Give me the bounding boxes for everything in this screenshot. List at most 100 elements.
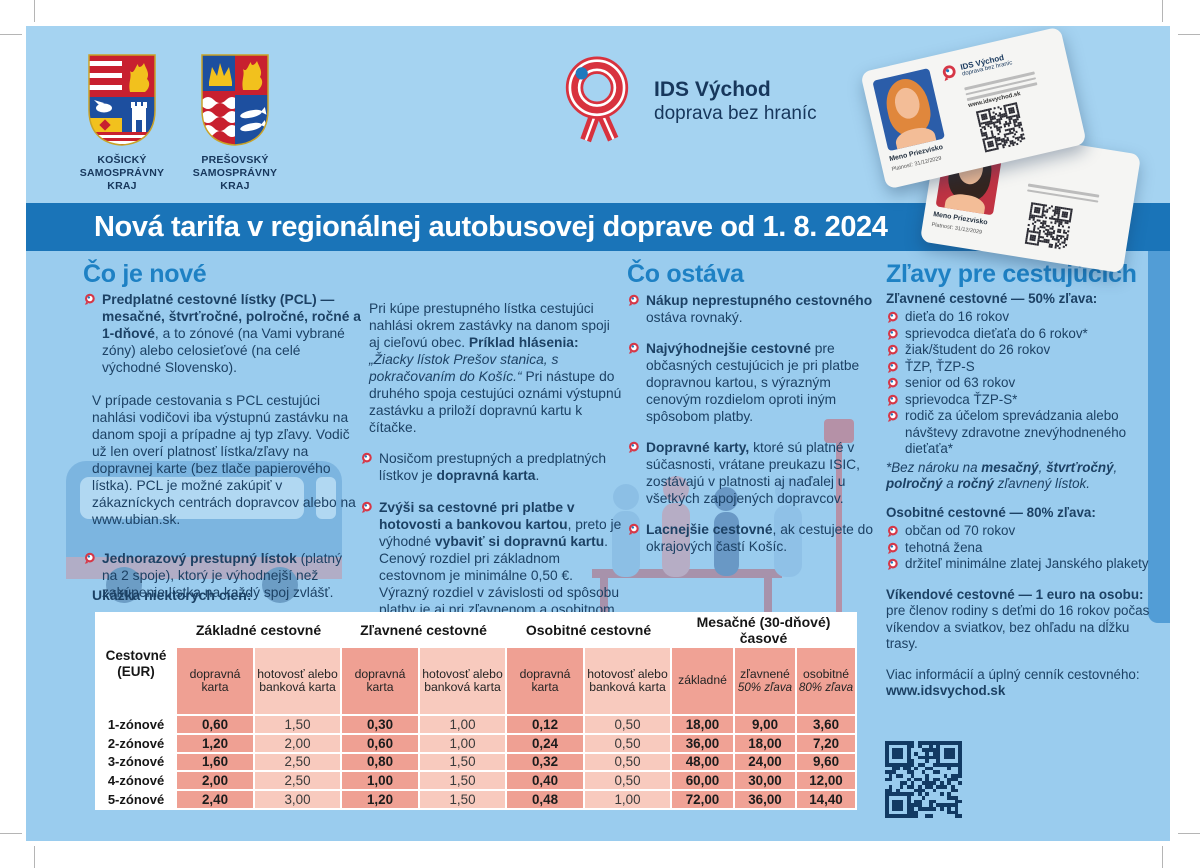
- column-what-is-new: Čo je nové Predplatné cestovné lístky (P…: [83, 260, 361, 617]
- side-accent-band: [1148, 251, 1170, 623]
- ids-pin-icon: [360, 501, 373, 514]
- bullet-text: Nosičom prestupných a predplatných lístk…: [379, 450, 622, 484]
- fare-value: 1,50: [418, 770, 507, 792]
- fare-value: 36,00: [733, 789, 797, 810]
- fare-value: 12,00: [795, 770, 857, 792]
- text-segment: Nosičom prestupných a predplatných lístk…: [379, 451, 607, 483]
- fare-value: 1,50: [418, 751, 507, 773]
- list-item-label: držiteľ minimálne zlatej Janského plaket…: [905, 556, 1149, 571]
- table-sub-header: hotovosť alebo banková karta: [583, 646, 672, 716]
- crest-kosice: KOŠICKÝ SAMOSPRÁVNY KRAJ: [67, 52, 177, 193]
- text-segment: „Žiacky lístok Prešov stanica, s pokračo…: [369, 352, 559, 384]
- fare-value: 2,40: [175, 789, 255, 810]
- table-group-header: Osobitné cestovné: [505, 612, 672, 648]
- poster-title: Nová tarifa v regionálnej autobusovej do…: [94, 210, 888, 243]
- section-heading-stays: Čo ostáva: [627, 260, 744, 288]
- text-segment: Nákup neprestupného cestovného: [646, 293, 873, 308]
- fare-value: 9,60: [795, 751, 857, 773]
- text-segment: (platný na 2 spoje), ktorý je výhodnejší…: [102, 551, 342, 600]
- table-sub-header: dopravná karta: [505, 646, 585, 716]
- crop-mark: [1162, 0, 1163, 22]
- title-banner: Nová tarifa v regionálnej autobusovej do…: [26, 203, 1170, 251]
- poster: KOŠICKÝ SAMOSPRÁVNY KRAJ: [26, 26, 1170, 841]
- ids-pin-icon: [627, 294, 640, 307]
- fare-row: 5-zónové 2,40 3,00 1,20 1,50 0,48 1,00 72,00 36,…: [95, 789, 857, 810]
- column-what-is-new-cont: Pri kúpe prestupného lístka cestujúci na…: [360, 300, 622, 650]
- bullet-text: Nákup neprestupného cestovného ostáva ro…: [646, 292, 889, 326]
- ids-pin-icon: [83, 293, 96, 306]
- table-corner-header: Cestovné (EUR): [95, 612, 177, 716]
- text-segment: a: [942, 476, 958, 491]
- text-segment: Najvýhodnejšie cestovné: [646, 341, 811, 356]
- text-segment: mesačný: [981, 459, 1039, 475]
- ids-pin-icon: [886, 410, 899, 423]
- table-sub-header: hotovosť alebo banková karta: [418, 646, 507, 716]
- section-heading-new: Čo je nové: [83, 260, 207, 288]
- table-group-header: Základné cestovné: [175, 612, 342, 648]
- table-sub-header: dopravná karta: [175, 646, 255, 716]
- fare-row-label: 1-zónové: [95, 714, 177, 735]
- fare-value: 0,50: [583, 732, 672, 754]
- fare-value: 9,00: [733, 714, 797, 735]
- list-item-label: ŤZP, ŤZP-S: [905, 358, 975, 374]
- bullet-item: Jednorazový prestupný lístok (platný na …: [83, 550, 361, 601]
- table-sub-header: zľavnené 50% zľava: [733, 646, 797, 716]
- fare-value: 1,50: [418, 789, 507, 810]
- text-segment: zľavnený lístok.: [993, 476, 1090, 491]
- ids-pin-icon: [886, 525, 899, 538]
- text-segment: Jednorazový prestupný lístok: [102, 551, 297, 566]
- text-segment: , a to zónové (na Vami vybrané zóny) ale…: [102, 326, 345, 375]
- fare-value: 0,50: [583, 714, 672, 735]
- fare-value: 1,00: [418, 732, 507, 754]
- crop-mark: [1178, 833, 1200, 834]
- bullet-text: Lacnejšie cestovné, ak cestujete do okra…: [646, 521, 889, 555]
- fare-row-label: 2-zónové: [95, 732, 177, 754]
- fare-value: 1,00: [418, 714, 507, 735]
- fare-table: Cestovné (EUR) Základné cestovné Zľavnené …: [95, 612, 857, 810]
- ids-pin-icon: [886, 328, 899, 341]
- bullet-text: Jednorazový prestupný lístok (platný na …: [102, 550, 361, 601]
- fare-value: 14,40: [795, 789, 857, 810]
- ids-pin-icon: [360, 452, 373, 465]
- crest-presov: PREŠOVSKÝ SAMOSPRÁVNY KRAJ: [180, 52, 290, 193]
- website-url: www.idsvychod.sk: [886, 683, 1006, 698]
- ids-vychod-logo: IDS Východ doprava bez hraníc: [554, 54, 817, 148]
- fare-value: 1,50: [253, 714, 342, 735]
- fare-row: 2-zónové 1,20 2,00 0,60 1,00 0,24 0,50 36,00 18,…: [95, 732, 857, 754]
- list-item-label: sprievodca ŤZP-S*: [905, 391, 1018, 407]
- fare-value: 30,00: [733, 770, 797, 792]
- fare-value: 1,20: [175, 732, 255, 754]
- crop-mark: [1178, 34, 1200, 35]
- fare-value: 1,20: [340, 789, 420, 810]
- discount-list-80: občan od 70 rokov tehotná žena držiteľ m…: [886, 523, 1164, 573]
- discount-list-50: dieťa do 16 rokov sprievodca dieťaťa do …: [886, 309, 1164, 458]
- fare-value: 60,00: [670, 770, 735, 792]
- section-heading-discounts: Zľavy pre cestujúcich: [886, 260, 1137, 288]
- text-segment: ,: [1038, 459, 1047, 475]
- ids-ribbon-icon: [565, 56, 629, 143]
- text-segment: *Bez nároku na: [886, 459, 982, 475]
- poster-header: KOŠICKÝ SAMOSPRÁVNY KRAJ: [26, 26, 1170, 203]
- fare-value: 1,60: [175, 751, 255, 773]
- fare-value: 2,50: [253, 751, 342, 773]
- poster-body: Čo je nové Predplatné cestovné lístky (P…: [26, 251, 1170, 841]
- list-item: dieťa do 16 rokov: [886, 309, 1164, 326]
- table-group-header: Mesačné (30-dňové) časové: [670, 612, 857, 648]
- fare-value: 36,00: [670, 732, 735, 754]
- fare-value: 18,00: [670, 714, 735, 735]
- ids-pin-icon: [627, 523, 640, 536]
- list-item: senior od 63 rokov: [886, 375, 1164, 392]
- bullet-text: Dopravné karty, ktoré sú platné v súčasn…: [646, 439, 889, 507]
- ids-pin-icon: [886, 394, 899, 407]
- bullet-item: Predplatné cestovné lístky (PCL) — mesač…: [83, 291, 361, 376]
- fare-value: 2,50: [253, 770, 342, 792]
- list-item: sprievodca ŤZP-S*: [886, 392, 1164, 409]
- fare-value: 0,12: [505, 714, 585, 735]
- paragraph: V prípade cestovania s PCL cestujúci nah…: [92, 393, 356, 527]
- ids-pin-icon: [627, 441, 640, 454]
- logo-subtitle: doprava bez hraníc: [654, 103, 817, 124]
- bullet-item: Nosičom prestupných a predplatných lístk…: [360, 450, 622, 484]
- list-item-label: rodič za účelom sprevádzania alebo návšt…: [905, 408, 1127, 456]
- fare-row-label: 5-zónové: [95, 789, 177, 810]
